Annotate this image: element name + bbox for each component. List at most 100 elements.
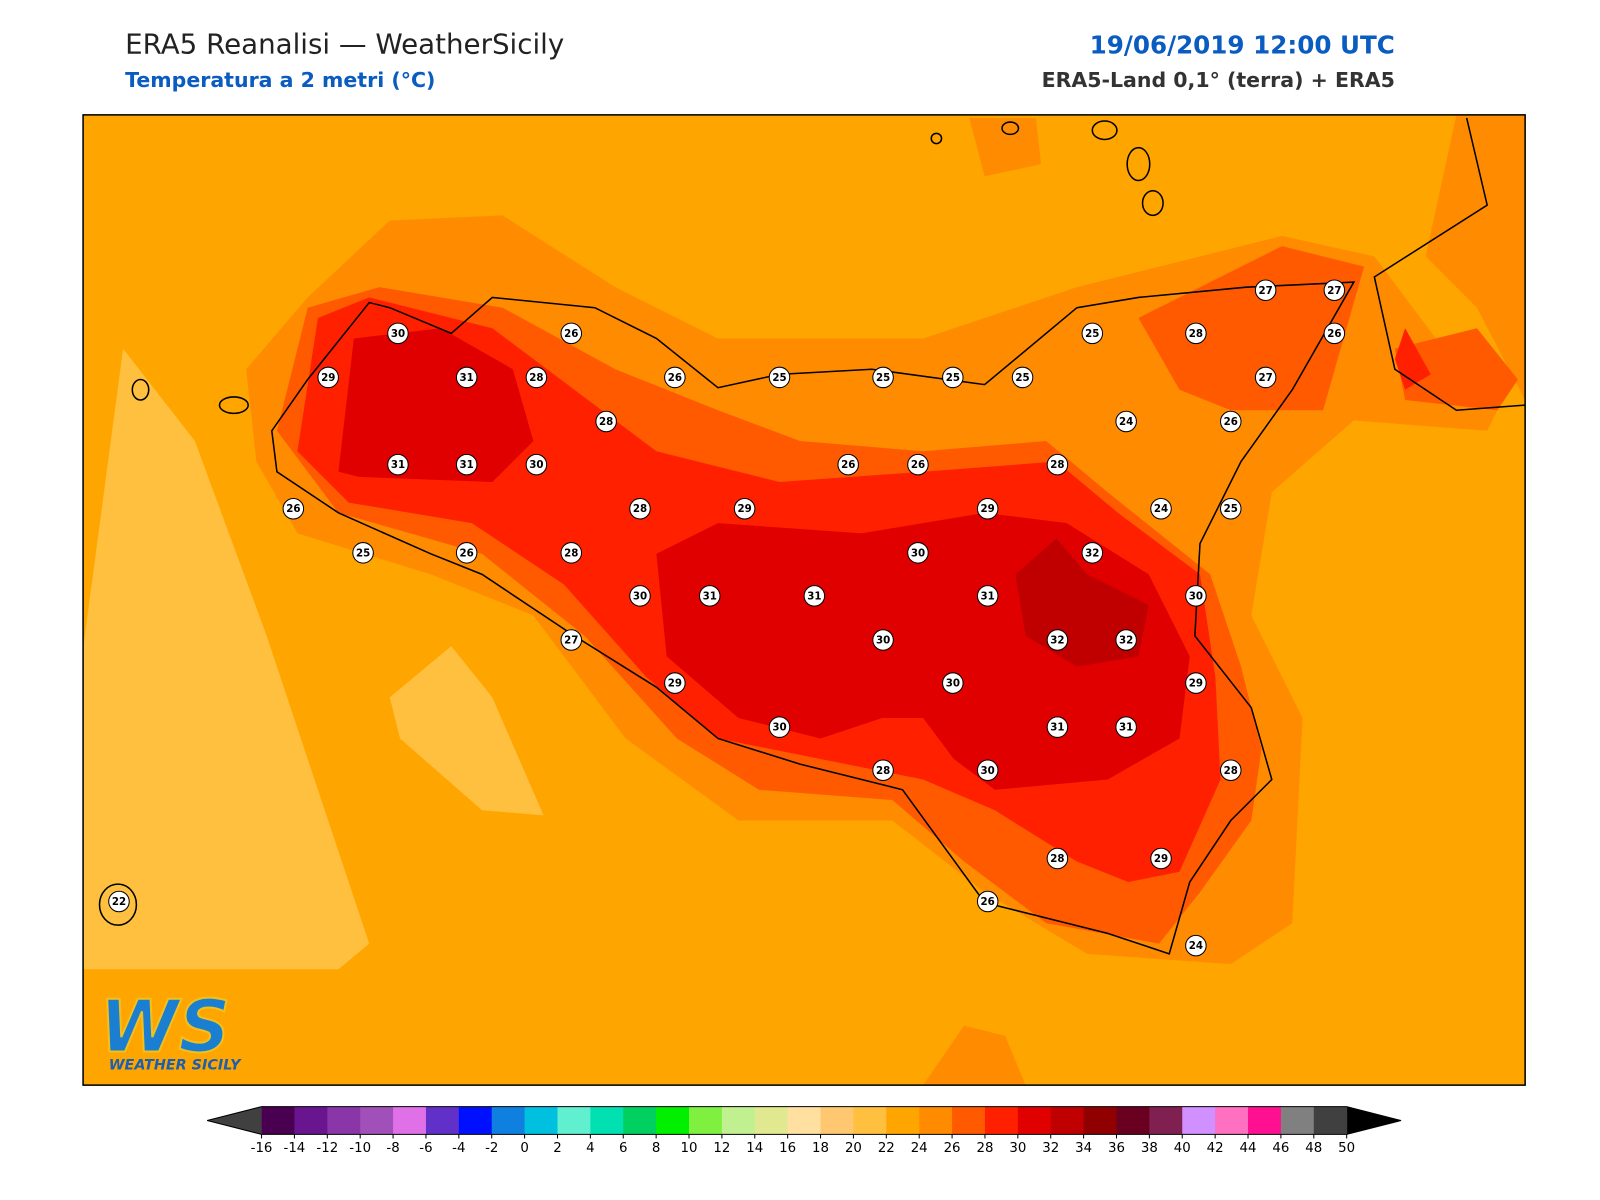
station-marker	[282, 497, 305, 520]
station: 25	[942, 366, 964, 389]
station-value: 30	[391, 328, 405, 340]
colorbar-tick-label: 16	[779, 1141, 796, 1156]
station-value: 26	[911, 459, 925, 471]
station-marker	[976, 759, 999, 782]
station-value: 26	[1224, 416, 1238, 428]
colorbar-segment	[590, 1106, 624, 1135]
station-value: 31	[1119, 722, 1133, 734]
station-value: 30	[911, 547, 925, 559]
contour	[389, 646, 544, 816]
colorbar-segment	[1313, 1106, 1348, 1135]
station: 25	[768, 366, 791, 389]
station-value: 28	[633, 503, 647, 515]
colorbar-segment	[1083, 1106, 1118, 1135]
station-marker	[525, 453, 548, 476]
colorbar-tick-label: -8	[386, 1141, 399, 1156]
station-marker	[942, 366, 964, 389]
colorbar-tick-label: 20	[845, 1141, 862, 1156]
station: 29	[1150, 847, 1172, 870]
station-value: 26	[981, 896, 995, 908]
station: 31	[455, 453, 478, 476]
station-marker	[1046, 629, 1069, 651]
colorbar-segment	[1116, 1106, 1150, 1135]
station-marker	[1046, 716, 1069, 738]
colorbar-segment	[1149, 1106, 1183, 1135]
colorbar-tick-label: 2	[553, 1141, 561, 1156]
station-marker	[629, 585, 651, 607]
station: 26	[282, 497, 305, 520]
station: 24	[1150, 497, 1172, 520]
station-value: 26	[1327, 328, 1341, 340]
station: 31	[387, 453, 409, 476]
station: 30	[1185, 585, 1207, 607]
station-value: 29	[737, 503, 751, 515]
station-marker	[629, 497, 651, 520]
station-marker	[455, 366, 478, 389]
colorbar-tick-label: 28	[976, 1141, 993, 1156]
contour	[83, 348, 370, 970]
station-value: 31	[703, 590, 717, 602]
station: 28	[595, 410, 617, 433]
station: 30	[976, 759, 999, 782]
station-labels: 30 26 29 31 28 26 25 25 25 25 25 28 27 27 26 27 28 24 26 31…	[108, 279, 1346, 957]
colorbar-segment	[952, 1106, 986, 1135]
map-frame	[82, 114, 1526, 1086]
station-value: 26	[564, 328, 578, 340]
station-value: 28	[1224, 765, 1238, 777]
date: 19/06/2019 12:00 UTC	[1090, 30, 1395, 59]
station: 28	[1220, 759, 1242, 782]
station: 30	[629, 585, 651, 607]
station-marker	[768, 366, 791, 389]
colorbar-tick-label: 22	[878, 1141, 895, 1156]
station: 30	[525, 453, 548, 476]
station-value: 27	[1259, 372, 1273, 384]
station-marker	[942, 672, 964, 694]
logo-mark: WS	[99, 984, 230, 1068]
station-value: 29	[1154, 853, 1168, 865]
station: 30	[942, 672, 964, 694]
station-value: 30	[633, 590, 647, 602]
station-value: 31	[807, 590, 821, 602]
station: 25	[872, 366, 894, 389]
colorbar-segment	[1050, 1106, 1085, 1135]
logo-name: WEATHER SICILY	[109, 1058, 242, 1074]
station-value: 25	[946, 372, 960, 384]
colorbar-segment	[1280, 1106, 1315, 1135]
station-marker	[525, 366, 548, 389]
coastline	[98, 117, 1526, 955]
colorbar-under	[207, 1106, 262, 1135]
station-value: 27	[564, 635, 578, 647]
colorbar-tick-label: 48	[1305, 1141, 1322, 1156]
station-marker	[768, 716, 791, 738]
station: 27	[1323, 279, 1346, 302]
station: 26	[560, 322, 583, 345]
station-marker	[595, 410, 617, 433]
station-value: 22	[112, 896, 126, 908]
station-marker	[976, 497, 999, 520]
station-value: 27	[1259, 285, 1273, 297]
station-marker	[387, 453, 409, 476]
colorbar-tick-label: -2	[485, 1141, 498, 1156]
station: 31	[455, 366, 478, 389]
station: 28	[525, 366, 548, 389]
station-value: 31	[981, 590, 995, 602]
station-value: 29	[321, 372, 335, 384]
station: 26	[837, 453, 859, 476]
station-marker	[872, 759, 894, 782]
colorbar-tick-label: 14	[746, 1141, 763, 1156]
station-value: 31	[1050, 722, 1064, 734]
colorbar-tick-label: -10	[349, 1141, 371, 1156]
station: 25	[1220, 497, 1242, 520]
station: 25	[1011, 366, 1034, 389]
station-marker	[907, 542, 929, 564]
station-marker	[976, 585, 999, 607]
station-marker	[1220, 759, 1242, 782]
station: 28	[629, 497, 651, 520]
colorbar-segment	[1215, 1106, 1249, 1135]
station-marker	[664, 366, 686, 389]
station-marker	[560, 629, 583, 651]
station: 28	[1185, 322, 1207, 345]
station-marker	[1115, 716, 1137, 738]
colorbar-tick-label: 12	[713, 1141, 730, 1156]
station: 31	[803, 585, 826, 607]
